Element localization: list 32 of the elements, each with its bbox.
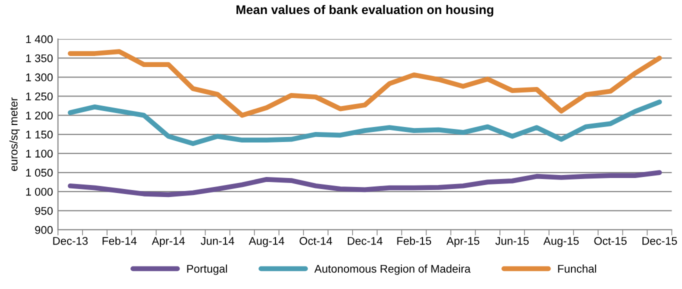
y-tick-label: 1 400 [26, 35, 53, 44]
y-tick-label: 1 000 [26, 188, 53, 196]
x-tick-label: Dec-14 [348, 237, 382, 245]
y-tick-label: 1 300 [26, 73, 53, 82]
legend-label: Autonomous Region of Madeira [314, 264, 471, 275]
y-tick-label: 1 100 [26, 150, 53, 158]
y-tick-label: 900 [35, 226, 53, 234]
x-tick-label: Jun-15 [495, 237, 529, 245]
y-tick-label: 1 200 [26, 112, 53, 120]
x-tick-label: Dec-13 [53, 236, 88, 245]
x-tick-label: Apr-14 [152, 237, 185, 248]
line-series [68, 49, 662, 118]
x-tick-label: Oct-15 [594, 236, 627, 245]
y-tick-label: 1 150 [26, 130, 53, 139]
x-tick-label: Dec-15 [642, 237, 677, 245]
line-series [68, 100, 662, 146]
x-tick-label: Aug-15 [543, 237, 579, 248]
x-tick-label: Apr-15 [446, 237, 480, 248]
y-tick-label: 1 050 [26, 168, 53, 177]
x-tick-label: Feb-15 [397, 236, 432, 245]
x-tick-label: Jun-14 [200, 237, 234, 245]
chart-title: Mean values of bank evaluation on housing [236, 4, 494, 17]
x-tick-label: Feb-14 [102, 236, 137, 245]
y-axis-title: euros/sq meter [9, 98, 20, 171]
y-tick-label: 950 [35, 206, 53, 215]
x-tick-label: Aug-14 [248, 237, 284, 248]
legend-label: Funchal [558, 264, 596, 273]
x-tick-label: Oct-14 [300, 236, 332, 245]
legend-label: Portugal [187, 264, 227, 275]
y-tick-label: 1 350 [26, 54, 53, 62]
line-series [68, 170, 662, 198]
y-tick-label: 1 250 [26, 92, 53, 100]
